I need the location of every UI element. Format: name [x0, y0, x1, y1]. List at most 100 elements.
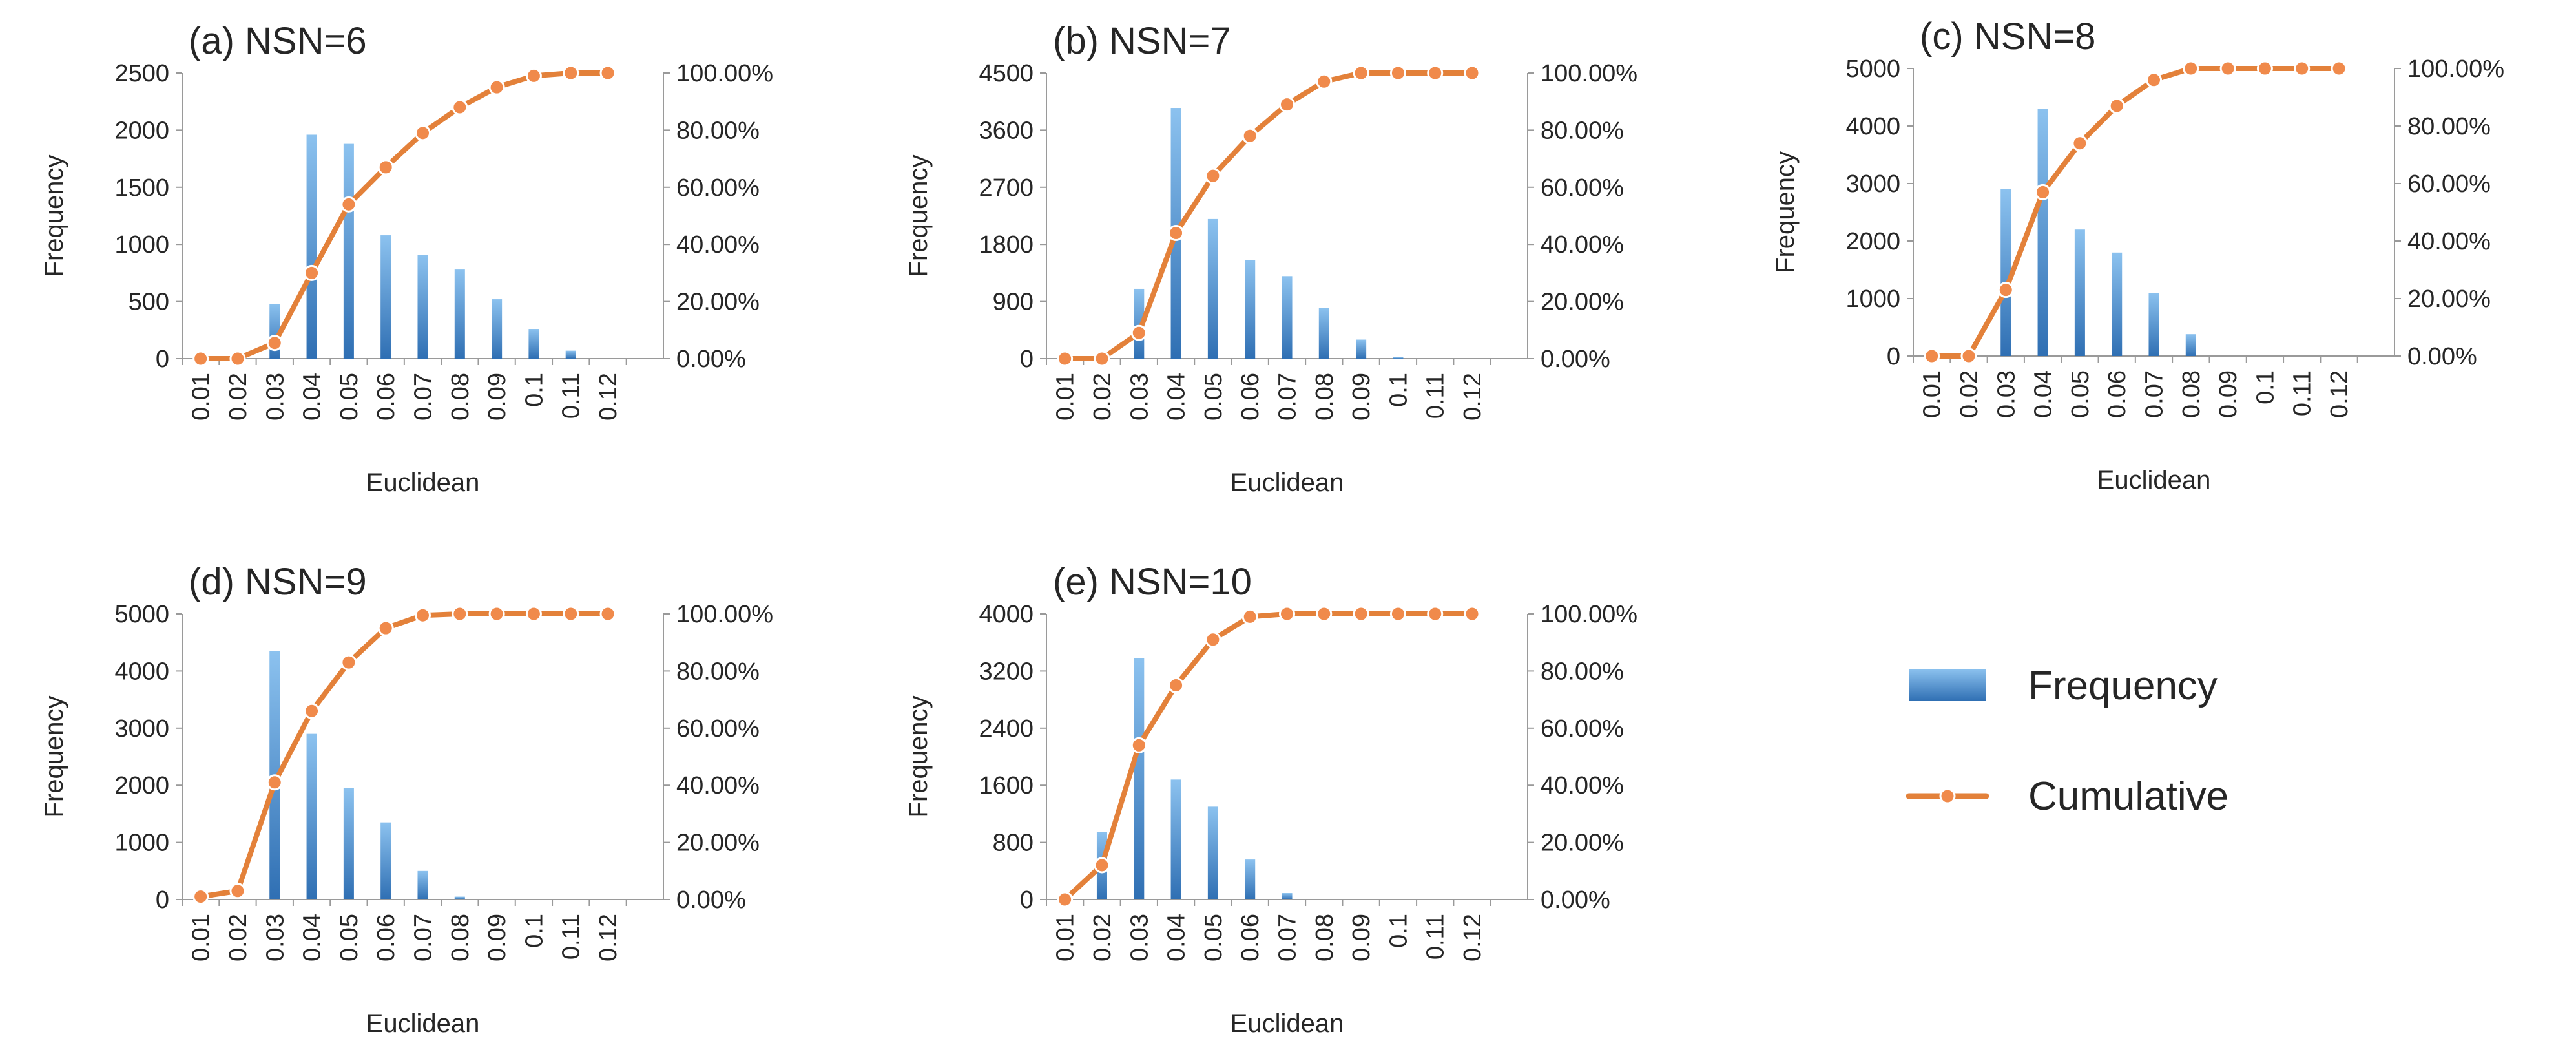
y-tick-label: 1000 [114, 231, 169, 258]
frequency-bar [306, 134, 317, 359]
frequency-bar [417, 870, 428, 899]
y2-tick-label: 80.00% [1541, 658, 1624, 685]
x-tick-label: 0.03 [1993, 370, 2020, 418]
cumulative-point [229, 883, 246, 899]
frequency-bar [1393, 357, 1404, 359]
x-tick-label: 0.12 [595, 914, 622, 962]
y-tick-label: 500 [129, 289, 169, 316]
x-tick-label: 0.03 [1126, 914, 1153, 962]
y-tick-label: 3200 [979, 658, 1034, 685]
cumulative-point [1241, 608, 1258, 625]
x-tick-label: 0.1 [521, 914, 548, 948]
frequency-bar [343, 143, 354, 359]
cumulative-point [1353, 65, 1369, 81]
y2-tick-label: 20.00% [676, 830, 760, 857]
y2-tick-label: 40.00% [2407, 228, 2491, 255]
cumulative-point [1389, 65, 1406, 81]
x-tick-label: 0.08 [2178, 370, 2205, 418]
y2-tick-label: 40.00% [676, 772, 760, 799]
x-tick-label: 0.04 [299, 914, 326, 962]
cumulative-line [1062, 611, 1475, 902]
x-tick-label: 0.1 [521, 373, 548, 407]
x-tick-label: 0.12 [2326, 370, 2353, 418]
legend: Frequency Cumulative [1906, 664, 2228, 819]
frequency-bar [492, 299, 503, 359]
cumulative-point [525, 605, 542, 622]
cumulative-point [340, 654, 357, 671]
panel-title: (a) NSN=6 [189, 20, 367, 62]
cumulative-point [1464, 605, 1480, 622]
x-tick-label: 0.07 [1274, 914, 1302, 962]
cumulative-point [1353, 605, 1369, 622]
x-tick-label: 0.06 [2104, 370, 2131, 418]
cumulative-point [1960, 348, 1977, 364]
panel-title: (b) NSN=7 [1053, 20, 1231, 62]
x-tick-label: 0.05 [336, 914, 363, 962]
y2-tick-label: 60.00% [2407, 171, 2491, 198]
y2-tick-label: 40.00% [1541, 772, 1624, 799]
frequency-bar [1356, 339, 1367, 359]
y-tick-label: 0 [156, 346, 169, 373]
y2-tick-label: 0.00% [676, 346, 746, 373]
cumulative-point [2035, 184, 2051, 200]
frequency-bar [1134, 658, 1145, 899]
cumulative-point [266, 774, 283, 791]
cumulative-point [1168, 225, 1185, 242]
charts: (a) NSN=6 0 500 1000 1500 2000 2500 0.00% 20.00%… [40, 16, 2504, 1038]
x-tick-label: 0.11 [2289, 370, 2316, 416]
y-tick-label: 1000 [114, 830, 169, 857]
x-axis-title: Euclidean [2097, 466, 2211, 494]
cumulative-point [2183, 60, 2199, 77]
y2-tick-label: 100.00% [1541, 60, 1637, 87]
panel-title: (d) NSN=9 [189, 561, 367, 603]
x-tick-label: 0.12 [1459, 373, 1486, 421]
x-tick-label: 0.11 [558, 373, 585, 419]
frequency-bar [565, 350, 576, 359]
cumulative-point [452, 99, 468, 116]
cumulative-point [1130, 324, 1147, 341]
x-tick-label: 0.12 [1459, 914, 1486, 962]
y2-tick-label: 20.00% [676, 289, 760, 316]
x-tick-label: 0.02 [1956, 370, 1983, 418]
y2-tick-label: 100.00% [676, 601, 773, 628]
y-tick-label: 2500 [114, 60, 169, 87]
y-tick-label: 3600 [979, 117, 1034, 144]
cumulative-point [1316, 605, 1333, 622]
legend-frequency-label: Frequency [2028, 664, 2218, 708]
y-tick-label: 1800 [979, 231, 1034, 258]
y2-tick-label: 80.00% [1541, 117, 1624, 144]
y2-tick-label: 60.00% [676, 715, 760, 742]
x-tick-label: 0.11 [1422, 914, 1449, 960]
chart-panel-1: (a) NSN=6 0 500 1000 1500 2000 2500 0.00% 20.00%… [40, 20, 773, 497]
cumulative-point [1997, 282, 2014, 299]
panel-title: (c) NSN=8 [1920, 16, 2095, 58]
cumulative-point [1057, 350, 1074, 367]
cumulative-point [1316, 73, 1333, 90]
cumulative-point [599, 605, 616, 622]
y2-tick-label: 100.00% [2407, 56, 2504, 83]
x-tick-label: 0.03 [1126, 373, 1153, 421]
x-tick-label: 0.08 [1311, 914, 1338, 962]
cumulative-point [1427, 65, 1444, 81]
y-tick-label: 3000 [114, 715, 169, 742]
y2-tick-label: 100.00% [676, 60, 773, 87]
y-tick-label: 1600 [979, 772, 1034, 799]
y-tick-label: 1000 [1845, 286, 1900, 313]
cumulative-point [192, 889, 209, 905]
x-tick-label: 0.07 [410, 373, 437, 421]
y2-tick-label: 40.00% [1541, 231, 1624, 258]
cumulative-point [599, 65, 616, 81]
y-tick-label: 2000 [1845, 228, 1900, 255]
x-tick-label: 0.1 [2252, 370, 2279, 405]
x-tick-label: 0.02 [1089, 373, 1116, 421]
y2-tick-label: 0.00% [2407, 343, 2477, 370]
y2-tick-label: 80.00% [676, 117, 760, 144]
x-tick-label: 0.04 [299, 373, 326, 421]
cumulative-point [1057, 891, 1074, 908]
y2-tick-label: 100.00% [1541, 601, 1637, 628]
x-tick-label: 0.1 [1385, 373, 1412, 407]
x-tick-label: 0.05 [1200, 914, 1227, 962]
cumulative-point [525, 67, 542, 84]
cumulative-point [2331, 60, 2347, 77]
cumulative-point [377, 620, 394, 636]
